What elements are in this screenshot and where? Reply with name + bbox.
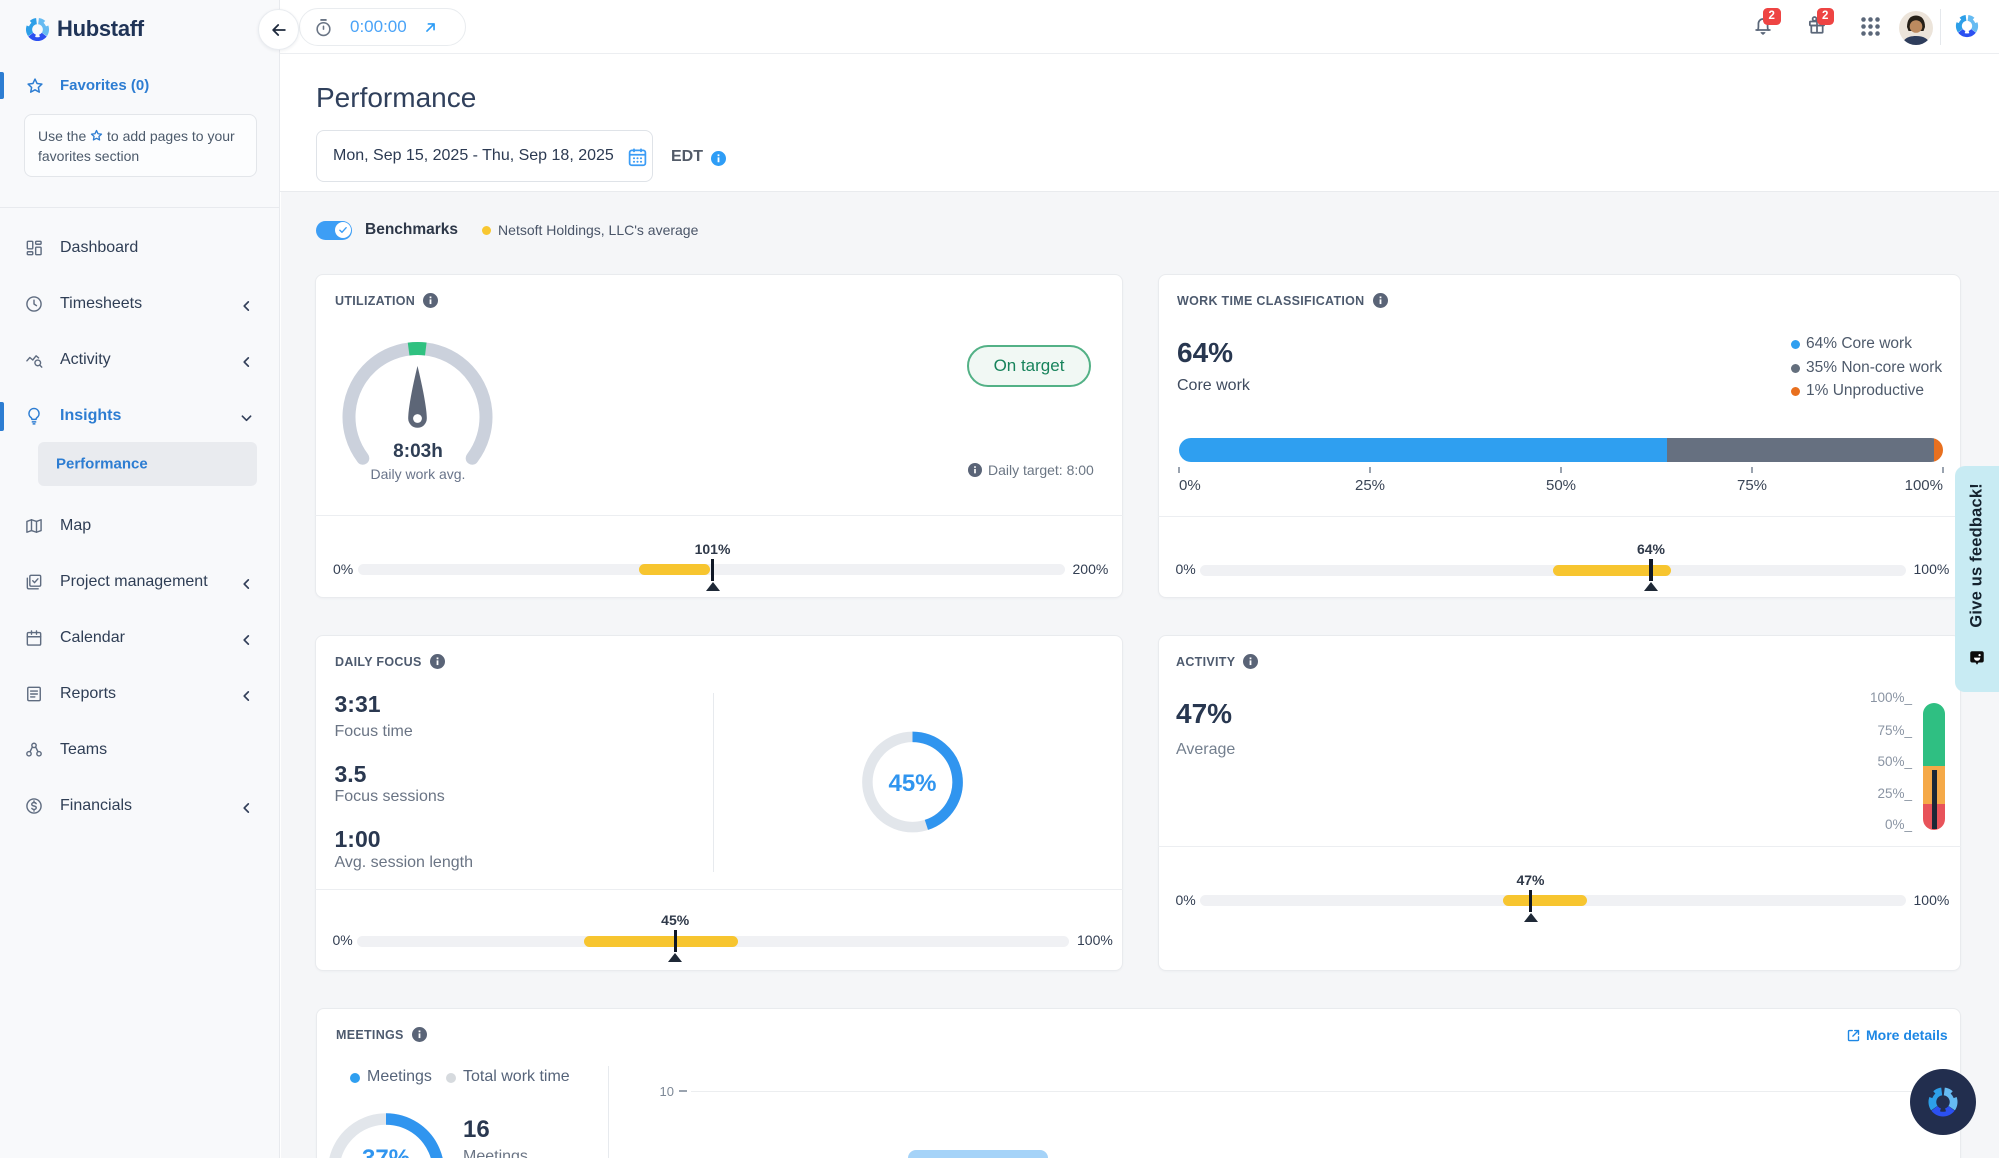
svg-text:37%: 37%: [362, 1145, 410, 1158]
svg-text:45%: 45%: [888, 770, 936, 797]
